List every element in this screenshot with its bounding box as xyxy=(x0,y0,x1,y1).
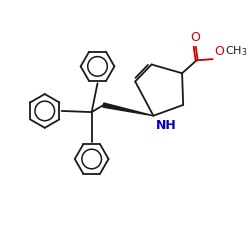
Text: O: O xyxy=(190,31,200,44)
Polygon shape xyxy=(103,103,154,116)
Text: CH$_3$: CH$_3$ xyxy=(225,44,247,58)
Text: O: O xyxy=(214,45,224,58)
Text: NH: NH xyxy=(156,119,177,132)
